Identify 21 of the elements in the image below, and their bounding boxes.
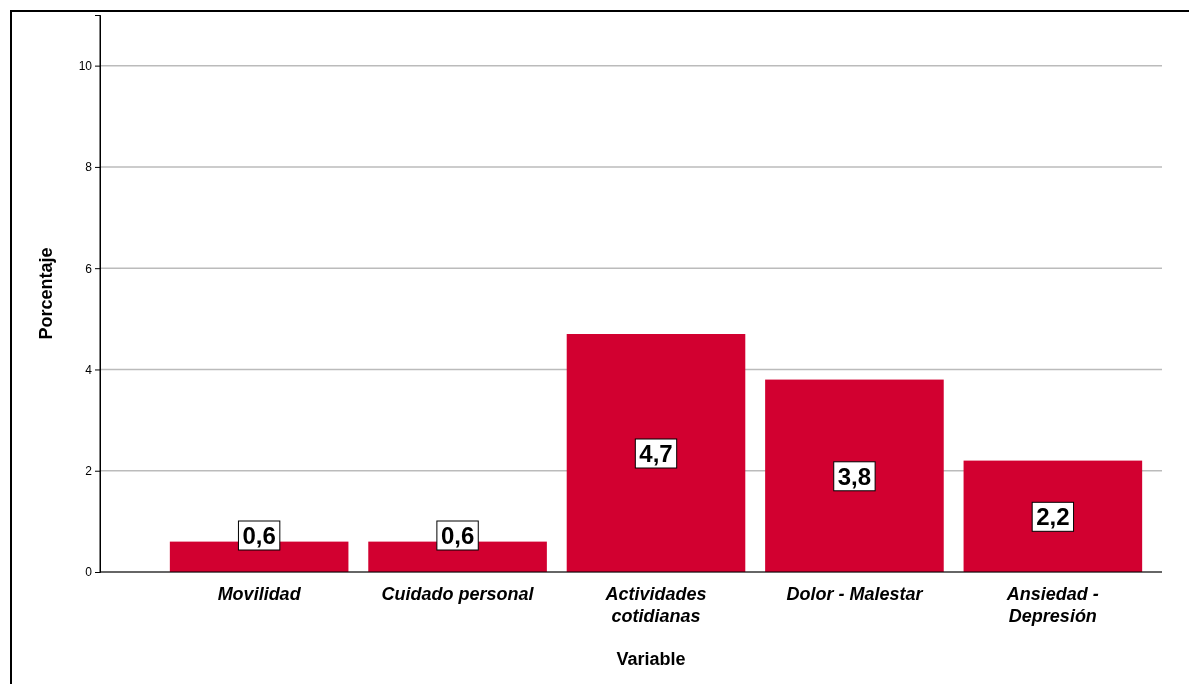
bar — [963, 460, 1143, 572]
data-label: 3,8 — [837, 462, 872, 490]
x-tick-label: Actividades cotidianas — [604, 584, 707, 626]
data-label: 2,2 — [1036, 503, 1070, 531]
y-tick-label: 2 — [85, 464, 93, 479]
x-tick-label: Ansiedad - Depresión — [1005, 584, 1099, 626]
x-tick-label: Dolor - Malestar — [786, 584, 924, 604]
y-tick-label: 0 — [85, 565, 93, 580]
y-tick-label: 4 — [85, 362, 93, 377]
y-tick-label: 8 — [85, 160, 93, 175]
bar — [566, 334, 746, 572]
x-tick-label: Movilidad — [217, 584, 302, 604]
data-label: 4,7 — [639, 440, 673, 467]
y-tick-label: 6 — [85, 261, 93, 276]
x-tick-label: Cuidado personal — [381, 584, 535, 604]
data-label: 0,6 — [440, 522, 475, 549]
y-tick-label: 10 — [78, 58, 93, 73]
data-label: 0,6 — [242, 522, 276, 549]
x-axis-title: Variable — [616, 649, 686, 669]
y-axis-title: Porcentaje — [36, 247, 56, 340]
bar — [765, 379, 944, 572]
